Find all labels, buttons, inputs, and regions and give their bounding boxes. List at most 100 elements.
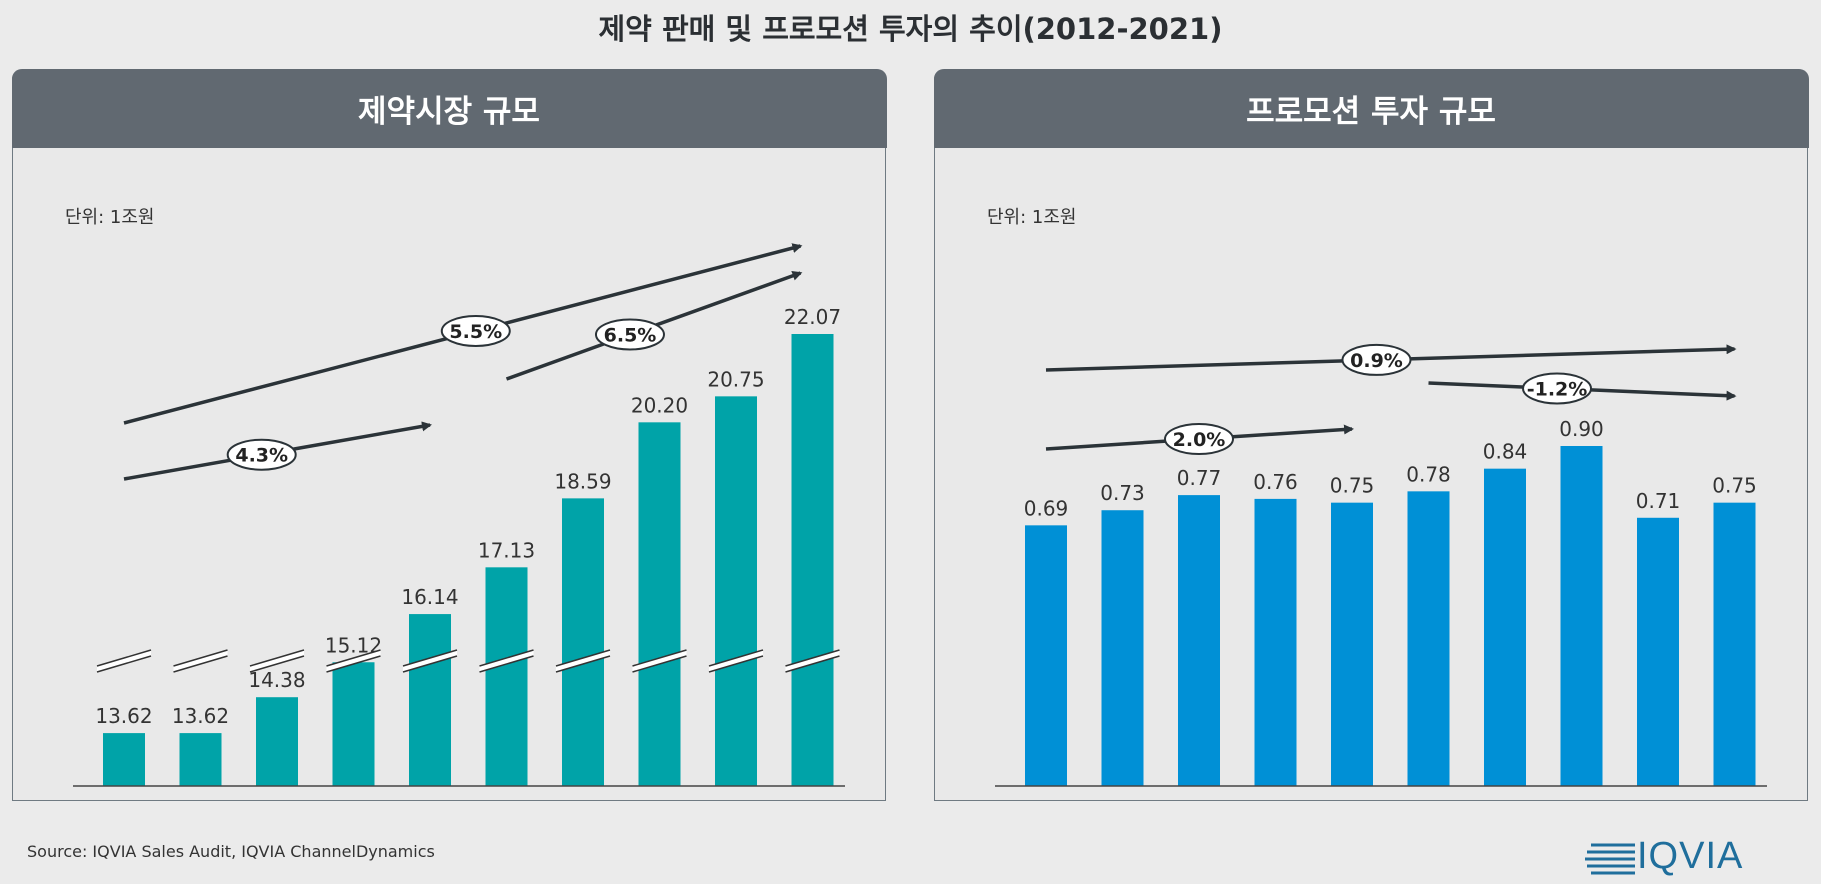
x-tick-2018: 2018 bbox=[1480, 797, 1531, 798]
bar-2013 bbox=[179, 733, 222, 786]
growth-label-bg-1 bbox=[440, 314, 511, 347]
x-tick-2016: 2016 bbox=[405, 797, 456, 798]
iqvia-logo: IQVIA bbox=[1585, 836, 1775, 876]
data-label-2020: 0.71 bbox=[1636, 489, 1681, 513]
data-label-2021: 22.07 bbox=[784, 305, 841, 329]
market-size-chart: 13.62201213.62201314.38201415.12201516.1… bbox=[73, 243, 845, 798]
page-title: 제약 판매 및 프로모션 투자의 추이(2012-2021) bbox=[598, 12, 1223, 46]
market-size-panel: 제약시장 규모 단위: 1조원 13.62 2012 13.62 2013 14.38 2… bbox=[11, 69, 887, 801]
bar-2016 bbox=[1331, 502, 1373, 786]
growth-label-bg-2 bbox=[1522, 372, 1593, 405]
data-label-2014: 0.77 bbox=[1177, 466, 1222, 490]
growth-arrow-2: -1.2% bbox=[1428, 372, 1737, 405]
promotion-investment-chart-title: 프로모션 투자 규모 bbox=[933, 69, 1809, 148]
bar-2019 bbox=[638, 422, 681, 786]
bar-2020 bbox=[715, 396, 757, 786]
x-tick-2014: 2014 bbox=[252, 797, 303, 798]
axis-break-2012 bbox=[96, 649, 152, 673]
data-label-2020: 20.75 bbox=[707, 367, 764, 391]
growth-label-bg-2 bbox=[594, 318, 665, 351]
x-tick-2015: 2015 bbox=[328, 797, 379, 798]
axis-break-2021 bbox=[785, 649, 840, 673]
bar-2018 bbox=[562, 498, 604, 786]
axis-break-2017 bbox=[479, 649, 534, 673]
bar-2017 bbox=[1407, 491, 1450, 786]
axis-break-2013 bbox=[173, 649, 228, 673]
growth-arrow-2: 6.5% bbox=[505, 271, 803, 381]
market-size-chart-title: 제약시장 규모 bbox=[11, 69, 887, 148]
growth-label-0: 2.0% bbox=[1173, 429, 1226, 451]
data-label-2012: 13.62 bbox=[95, 704, 152, 728]
x-tick-2018: 2018 bbox=[558, 797, 609, 798]
x-tick-2013: 2013 bbox=[175, 797, 226, 798]
data-label-2013: 0.73 bbox=[1100, 481, 1145, 505]
data-label-2012: 0.69 bbox=[1024, 496, 1069, 520]
x-tick-2021: 2021 bbox=[1709, 797, 1760, 798]
axis-break-2016 bbox=[402, 649, 458, 673]
axis-break-2020 bbox=[708, 649, 764, 673]
growth-label-0: 4.3% bbox=[235, 445, 288, 467]
x-tick-2019: 2019 bbox=[1556, 797, 1607, 798]
x-tick-2017: 2017 bbox=[1403, 797, 1454, 798]
x-tick-2021: 2021 bbox=[787, 797, 838, 798]
bar-2014 bbox=[1178, 495, 1220, 786]
growth-label-bg-1 bbox=[1341, 343, 1412, 376]
source-note: Source: IQVIA Sales Audit, IQVIA Channel… bbox=[27, 842, 435, 861]
data-label-2014: 14.38 bbox=[248, 668, 305, 692]
bar-2021 bbox=[791, 334, 834, 786]
bar-2016 bbox=[409, 614, 451, 786]
bar-2013 bbox=[1101, 510, 1144, 786]
data-label-2018: 0.84 bbox=[1483, 440, 1528, 464]
x-tick-2012: 2012 bbox=[99, 797, 150, 798]
growth-arrow-0: 4.3% bbox=[123, 421, 432, 481]
bar-2012 bbox=[1025, 525, 1067, 786]
data-label-2019: 0.90 bbox=[1559, 417, 1604, 441]
data-label-2016: 16.14 bbox=[401, 585, 458, 609]
x-tick-2014: 2014 bbox=[1174, 797, 1225, 798]
bar-2015 bbox=[332, 662, 375, 786]
data-label-2017: 0.78 bbox=[1406, 462, 1451, 486]
growth-label-1: 5.5% bbox=[449, 321, 502, 343]
axis-break-2018 bbox=[555, 649, 611, 673]
data-label-2018: 18.59 bbox=[554, 469, 611, 493]
growth-label-2: 6.5% bbox=[604, 324, 657, 346]
bar-2012 bbox=[103, 733, 145, 786]
data-label-2013: 13.62 bbox=[172, 704, 229, 728]
iqvia-logo-text: IQVIA bbox=[1637, 835, 1744, 877]
promotion-investment-chart: 0.69 2012 0.73 2013 0.77 2014 0.76 2015 0.75 2016… bbox=[995, 343, 1767, 798]
x-tick-2019: 2019 bbox=[634, 797, 685, 798]
bar-2021 bbox=[1713, 502, 1756, 786]
axis-break-2019 bbox=[632, 649, 687, 673]
growth-label-2: -1.2% bbox=[1527, 378, 1588, 400]
growth-label-bg-0 bbox=[226, 438, 297, 471]
x-tick-2016: 2016 bbox=[1327, 797, 1378, 798]
x-tick-2012: 2012 bbox=[1021, 797, 1072, 798]
x-tick-2013: 2013 bbox=[1097, 797, 1148, 798]
data-label-2021: 0.75 bbox=[1712, 474, 1757, 498]
iqvia-logo-icon bbox=[1585, 843, 1635, 875]
market-size-unit-label: 단위: 1조원 bbox=[65, 207, 155, 228]
x-tick-2017: 2017 bbox=[481, 797, 532, 798]
growth-label-1: 0.9% bbox=[1350, 350, 1403, 372]
data-label-2015: 0.76 bbox=[1253, 470, 1298, 494]
growth-arrow-1: 5.5% bbox=[123, 243, 803, 425]
bar-2014 bbox=[256, 697, 298, 786]
data-label-2017: 17.13 bbox=[478, 538, 535, 562]
bar-2020 bbox=[1637, 517, 1679, 786]
growth-label-bg-0 bbox=[1164, 423, 1234, 455]
axis-break-2015 bbox=[326, 649, 381, 673]
growth-arrow-0: 2.0% bbox=[1045, 423, 1354, 455]
growth-arrow-1: 0.9% bbox=[1045, 343, 1737, 376]
axis-break-2014 bbox=[249, 649, 305, 673]
data-label-2019: 20.20 bbox=[631, 393, 688, 417]
data-label-2016: 0.75 bbox=[1330, 474, 1375, 498]
bar-2019 bbox=[1560, 446, 1603, 786]
bar-2017 bbox=[485, 567, 528, 786]
promotion-investment-unit-label: 단위: 1조원 bbox=[987, 207, 1077, 228]
bar-2018 bbox=[1484, 468, 1526, 786]
promotion-investment-panel: 프로모션 투자 규모 단위: 1조원 0.69 2012 0.73 2013 0.77 2… bbox=[933, 69, 1809, 801]
bar-2015 bbox=[1254, 498, 1297, 786]
x-tick-2015: 2015 bbox=[1250, 797, 1301, 798]
